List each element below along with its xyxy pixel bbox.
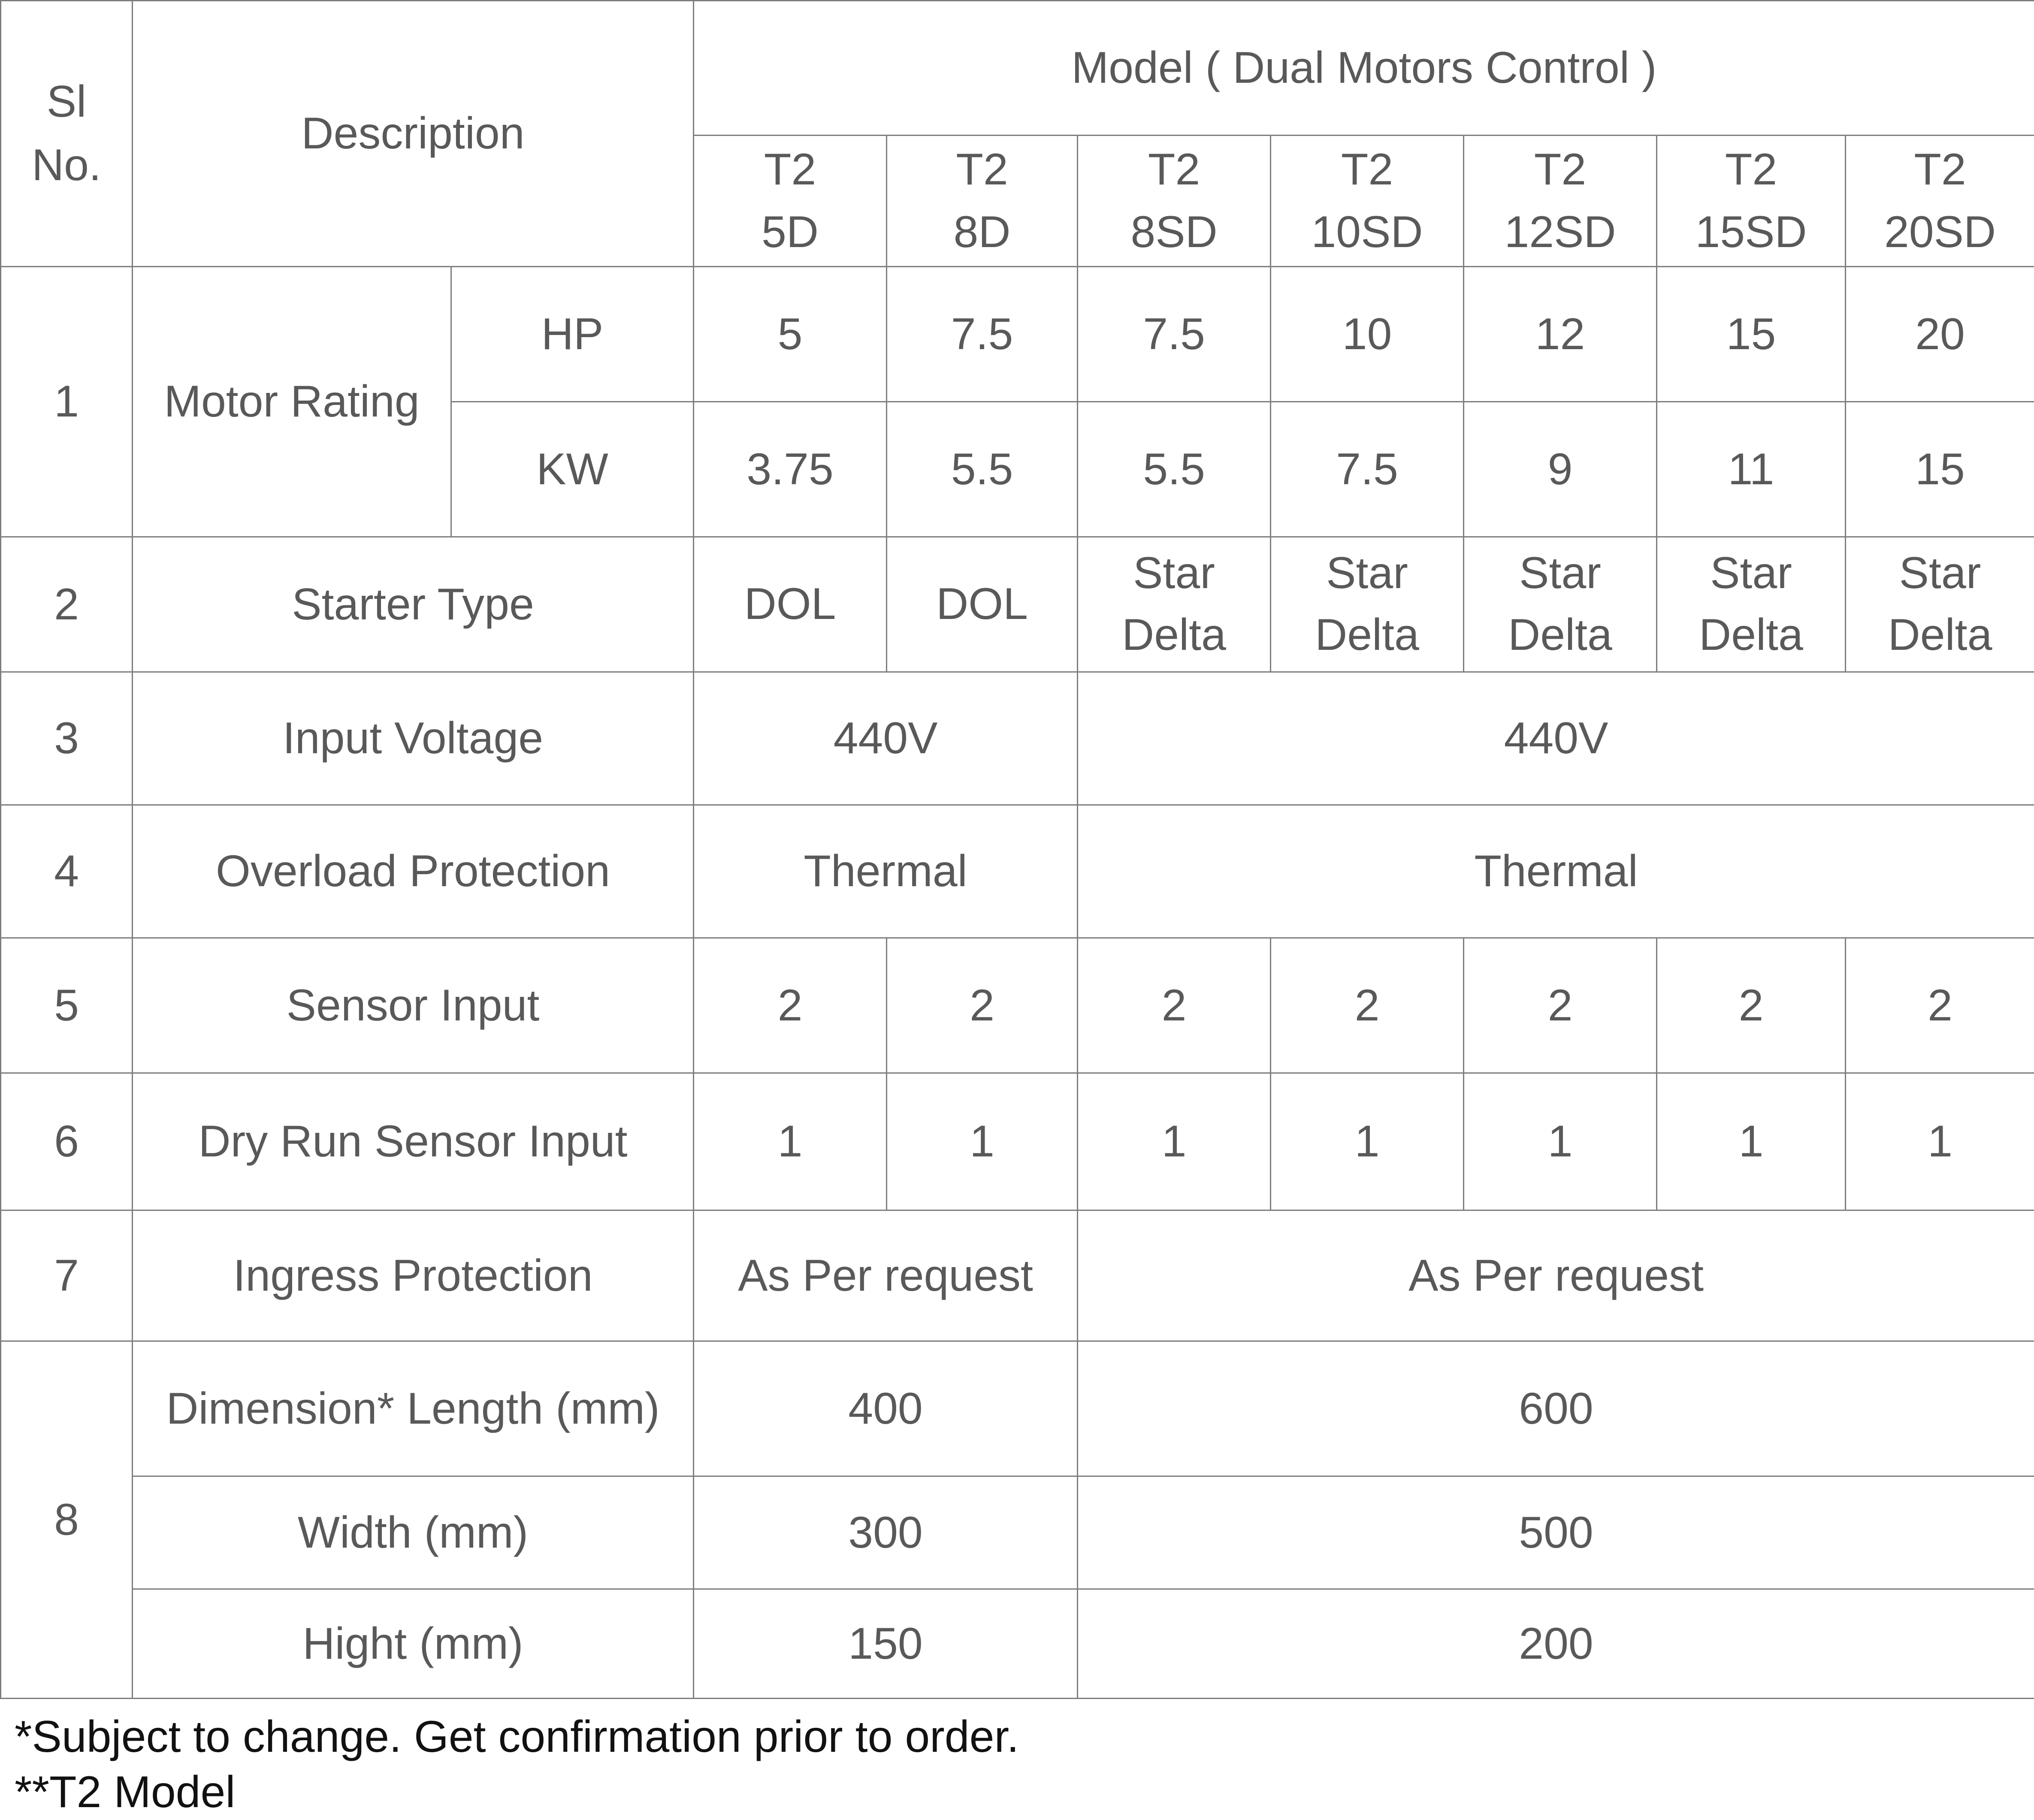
starter-value: Star Delta	[1464, 537, 1657, 672]
row-overload-protection: 4 Overload Protection Thermal Thermal	[1, 805, 2034, 938]
row-ingress-protection: 7 Ingress Protection As Per request As P…	[1, 1210, 2034, 1341]
hight-value-dol: 150	[694, 1589, 1078, 1699]
sl-cell: 4	[1, 805, 133, 938]
row-label-dimension-hight: Hight (mm)	[133, 1589, 694, 1699]
dry-run-value: 1	[1271, 1073, 1464, 1210]
hight-value-sd: 200	[1078, 1589, 2034, 1699]
dry-run-value: 1	[887, 1073, 1078, 1210]
dry-run-value: 1	[694, 1073, 887, 1210]
length-value-sd: 600	[1078, 1341, 2034, 1476]
kw-value: 9	[1464, 402, 1657, 537]
sensor-value: 2	[1657, 938, 1846, 1073]
row-label-dimension-width: Width (mm)	[133, 1476, 694, 1589]
dry-run-value: 1	[1657, 1073, 1846, 1210]
starter-value: Star Delta	[1657, 537, 1846, 672]
dry-run-value: 1	[1078, 1073, 1271, 1210]
width-value-sd: 500	[1078, 1476, 2034, 1589]
model-header-t2-15sd: T2 15SD	[1657, 136, 1846, 267]
row-input-voltage: 3 Input Voltage 440V 440V	[1, 672, 2034, 805]
starter-value: Star Delta	[1271, 537, 1464, 672]
row-label-motor-rating: Motor Rating	[133, 267, 451, 537]
sensor-value: 2	[1271, 938, 1464, 1073]
row-label-sensor-input: Sensor Input	[133, 938, 694, 1073]
model-header-t2-8sd: T2 8SD	[1078, 136, 1271, 267]
hp-value: 7.5	[1078, 267, 1271, 402]
model-header-t2-12sd: T2 12SD	[1464, 136, 1657, 267]
sensor-value: 2	[694, 938, 887, 1073]
spec-table: Sl No. Description Model ( Dual Motors C…	[0, 0, 2034, 1699]
row-dry-run-sensor-input: 6 Dry Run Sensor Input 1 1 1 1 1 1 1	[1, 1073, 2034, 1210]
hp-value: 15	[1657, 267, 1846, 402]
model-header-t2-8d: T2 8D	[887, 136, 1078, 267]
hp-value: 10	[1271, 267, 1464, 402]
overload-value-sd: Thermal	[1078, 805, 2034, 938]
footnote-subject-to-change: *Subject to change. Get confirmation pri…	[15, 1709, 2034, 1765]
sensor-value: 2	[1846, 938, 2034, 1073]
row-label-ingress-protection: Ingress Protection	[133, 1210, 694, 1341]
starter-value: Star Delta	[1846, 537, 2034, 672]
voltage-value-sd: 440V	[1078, 672, 2034, 805]
kw-value: 7.5	[1271, 402, 1464, 537]
row-motor-rating-hp: 1 Motor Rating HP 5 7.5 7.5 10 12 15 20	[1, 267, 2034, 402]
model-header-t2-20sd: T2 20SD	[1846, 136, 2034, 267]
kw-value: 15	[1846, 402, 2034, 537]
sl-cell: 6	[1, 1073, 133, 1210]
sl-cell: 5	[1, 938, 133, 1073]
hp-value: 12	[1464, 267, 1657, 402]
model-group-header: Model ( Dual Motors Control )	[694, 1, 2034, 136]
dry-run-value: 1	[1846, 1073, 2034, 1210]
row-sensor-input: 5 Sensor Input 2 2 2 2 2 2 2	[1, 938, 2034, 1073]
dry-run-value: 1	[1464, 1073, 1657, 1210]
row-label-starter-type: Starter Type	[133, 537, 694, 672]
sl-cell: 3	[1, 672, 133, 805]
sub-label-hp: HP	[451, 267, 694, 402]
length-value-dol: 400	[694, 1341, 1078, 1476]
sub-label-kw: KW	[451, 402, 694, 537]
row-dimension-width: Width (mm) 300 500	[1, 1476, 2034, 1589]
overload-value-dol: Thermal	[694, 805, 1078, 938]
description-header: Description	[133, 1, 694, 267]
kw-value: 5.5	[887, 402, 1078, 537]
voltage-value-dol: 440V	[694, 672, 1078, 805]
hp-value: 7.5	[887, 267, 1078, 402]
sl-cell: 7	[1, 1210, 133, 1341]
kw-value: 5.5	[1078, 402, 1271, 537]
row-label-dry-run-sensor-input: Dry Run Sensor Input	[133, 1073, 694, 1210]
starter-value: Star Delta	[1078, 537, 1271, 672]
row-dimension-length: 8 Dimension* Length (mm) 400 600	[1, 1341, 2034, 1476]
width-value-dol: 300	[694, 1476, 1078, 1589]
model-header-t2-5d: T2 5D	[694, 136, 887, 267]
model-header-t2-10sd: T2 10SD	[1271, 136, 1464, 267]
sl-no-header: Sl No.	[1, 1, 133, 267]
ingress-value-sd: As Per request	[1078, 1210, 2034, 1341]
sensor-value: 2	[1078, 938, 1271, 1073]
sensor-value: 2	[887, 938, 1078, 1073]
row-starter-type: 2 Starter Type DOL DOL Star Delta Star D…	[1, 537, 2034, 672]
sensor-value: 2	[1464, 938, 1657, 1073]
hp-value: 5	[694, 267, 887, 402]
starter-value: DOL	[694, 537, 887, 672]
kw-value: 3.75	[694, 402, 887, 537]
hp-value: 20	[1846, 267, 2034, 402]
sl-cell: 8	[1, 1341, 133, 1699]
footnote-t2-model: **T2 Model	[15, 1765, 2034, 1820]
row-label-overload-protection: Overload Protection	[133, 805, 694, 938]
header-row-title: Sl No. Description Model ( Dual Motors C…	[1, 1, 2034, 136]
sl-cell: 2	[1, 537, 133, 672]
starter-value: DOL	[887, 537, 1078, 672]
row-label-input-voltage: Input Voltage	[133, 672, 694, 805]
sl-cell: 1	[1, 267, 133, 537]
row-dimension-hight: Hight (mm) 150 200	[1, 1589, 2034, 1699]
ingress-value-dol: As Per request	[694, 1210, 1078, 1341]
kw-value: 11	[1657, 402, 1846, 537]
row-label-dimension-length: Dimension* Length (mm)	[133, 1341, 694, 1476]
